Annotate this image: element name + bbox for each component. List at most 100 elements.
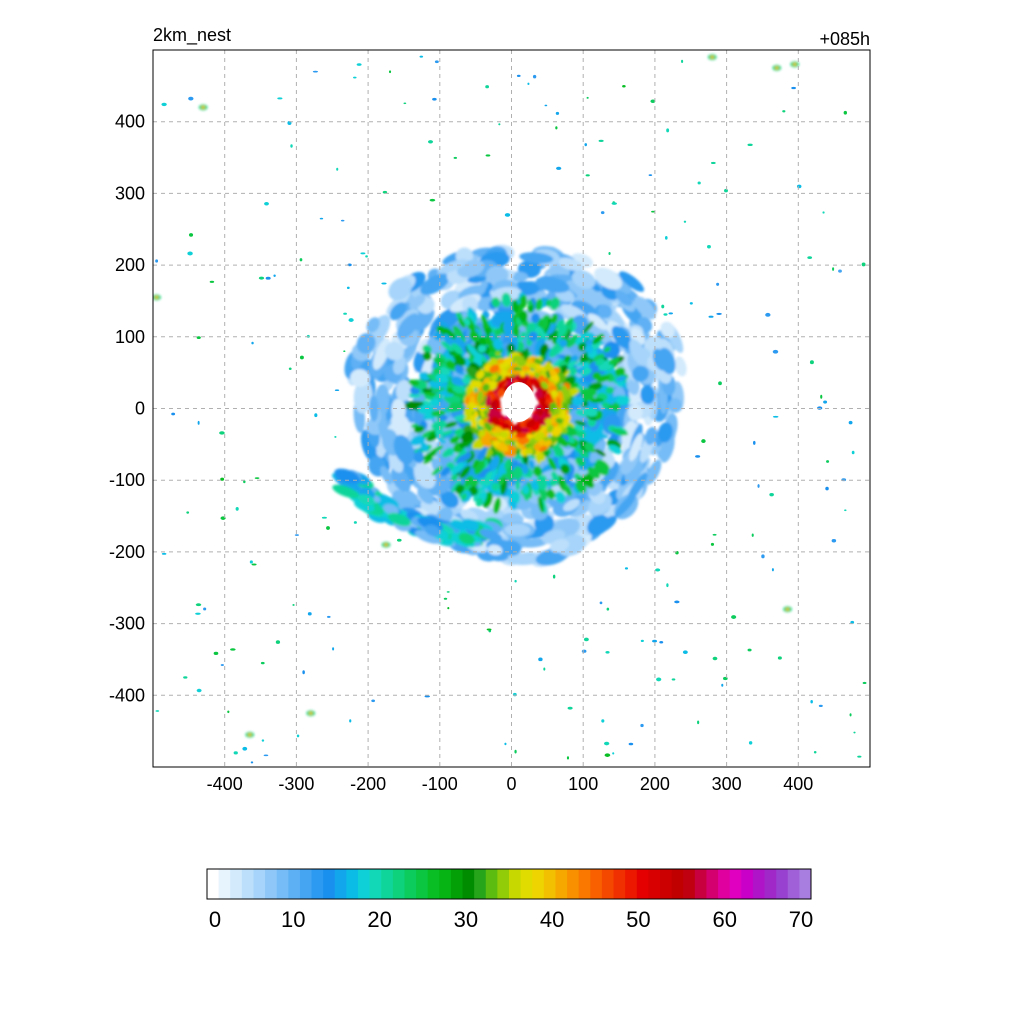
- convective-speck: [353, 521, 357, 524]
- colorbar-swatch: [543, 869, 556, 899]
- convective-speck: [848, 420, 853, 425]
- band-cell: [551, 471, 559, 483]
- convective-speck: [277, 97, 283, 100]
- convective-speck: [343, 350, 346, 353]
- convective-speck: [314, 413, 318, 418]
- convective-speck: [365, 255, 368, 258]
- band-cell: [584, 407, 598, 417]
- band-cell: [585, 344, 594, 354]
- convective-speck: [861, 262, 866, 267]
- eyewall-cell: [486, 389, 492, 398]
- convective-speck: [250, 761, 254, 764]
- band-cell: [423, 457, 434, 465]
- colorbar-swatch: [694, 869, 707, 899]
- convective-speck: [843, 110, 848, 115]
- convective-speck: [187, 251, 193, 256]
- convective-speck: [203, 607, 207, 611]
- convective-speck: [566, 756, 570, 760]
- band-cell: [607, 444, 622, 455]
- convective-speck: [514, 749, 517, 754]
- colorbar-tick-label: 20: [367, 907, 391, 932]
- band-cell: [493, 338, 503, 350]
- convective-speck: [586, 96, 589, 99]
- convective-speck: [186, 511, 190, 514]
- rain-band-cell: [366, 317, 380, 333]
- eyewall-cell: [534, 431, 545, 441]
- convective-speck: [683, 220, 687, 223]
- convective-speck: [606, 607, 610, 611]
- colorbar-swatch: [764, 869, 777, 899]
- convective-speck: [264, 201, 269, 206]
- x-tick-label: 100: [568, 774, 598, 794]
- rain-band-cell: [634, 296, 656, 320]
- band-cell: [543, 317, 552, 334]
- band-cell: [461, 493, 468, 501]
- isolated-cell-core: [248, 733, 252, 737]
- eyewall-cell: [552, 426, 562, 437]
- band-cell: [444, 327, 456, 340]
- band-cell: [550, 313, 558, 324]
- rain-band-cell: [395, 380, 413, 402]
- colorbar-tick-label: 50: [626, 907, 650, 932]
- convective-speck: [567, 706, 573, 710]
- colorbar-tick-label: 30: [454, 907, 478, 932]
- convective-speck: [810, 700, 813, 704]
- rain-band-cell: [601, 286, 618, 301]
- isolated-cell-core: [792, 62, 797, 66]
- y-tick-label: -400: [109, 685, 145, 705]
- convective-speck: [622, 84, 626, 88]
- band-cell: [528, 459, 535, 469]
- band-cell: [453, 329, 466, 343]
- convective-speck: [820, 394, 823, 399]
- convective-speck: [681, 59, 684, 63]
- colorbar-swatch: [288, 869, 301, 899]
- convective-speck: [273, 274, 276, 277]
- convective-speck: [334, 435, 337, 438]
- convective-speck: [753, 440, 756, 445]
- rain-band-cell: [390, 466, 411, 493]
- colorbar-swatch: [276, 869, 289, 899]
- convective-speck: [813, 750, 817, 754]
- convective-speck: [161, 552, 167, 555]
- convective-speck: [453, 156, 458, 159]
- convective-speck: [710, 542, 715, 546]
- rain-band-cell: [615, 290, 633, 306]
- eyewall-cell: [512, 355, 525, 362]
- eyewall-cell: [529, 378, 538, 386]
- rain-band-cell: [603, 341, 621, 359]
- convective-speck: [708, 315, 714, 318]
- convective-speck: [598, 139, 604, 143]
- colorbar-swatch: [230, 869, 243, 899]
- band-cell: [429, 398, 440, 407]
- eyewall-cell: [549, 369, 557, 377]
- x-tick-label: -400: [207, 774, 243, 794]
- convective-speck: [183, 676, 188, 679]
- band-cell: [594, 448, 606, 457]
- convective-speck: [360, 252, 366, 255]
- band-cell: [504, 458, 511, 471]
- plot-frame: [152, 49, 871, 768]
- convective-speck: [611, 202, 617, 205]
- colorbar-swatch: [706, 869, 719, 899]
- convective-speck: [666, 583, 669, 588]
- band-cell: [422, 450, 437, 461]
- convective-speck: [296, 734, 300, 738]
- convective-speck: [227, 710, 230, 714]
- convective-speck: [527, 82, 530, 86]
- y-tick-label: 200: [115, 255, 145, 275]
- band-cell: [505, 470, 516, 480]
- band-cell: [451, 343, 463, 354]
- convective-speck: [555, 126, 558, 130]
- eyewall-cell: [485, 395, 491, 408]
- convective-speck: [648, 174, 653, 176]
- colorbar-swatch: [509, 869, 522, 899]
- rain-band-cell: [652, 348, 667, 371]
- rain-band-cell: [594, 267, 623, 290]
- rain-band-cell: [619, 271, 645, 292]
- convective-speck: [721, 683, 724, 687]
- convective-speck: [809, 360, 814, 365]
- colorbar-swatch: [555, 869, 568, 899]
- convective-speck: [538, 657, 543, 662]
- band-cell: [452, 385, 465, 394]
